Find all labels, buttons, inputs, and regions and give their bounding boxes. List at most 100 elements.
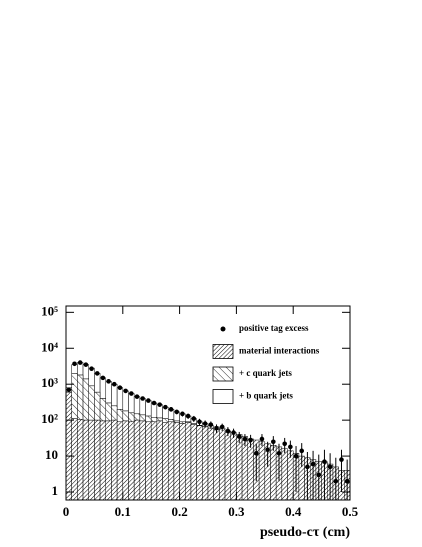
data-point — [111, 381, 117, 387]
data-point — [89, 366, 94, 372]
histogram-bar — [162, 422, 169, 501]
histogram-bar — [145, 400, 152, 417]
histogram-bar — [213, 429, 220, 501]
histogram-bar — [236, 434, 243, 501]
data-point — [157, 402, 163, 407]
data-point — [77, 360, 83, 365]
data-point — [106, 379, 111, 384]
x-tick-label: 0.1 — [115, 504, 131, 519]
x-tick-label: 0.2 — [171, 504, 187, 519]
legend-label: + b quark jets — [239, 391, 293, 401]
histogram-bar — [150, 421, 158, 501]
legend-label: positive tag excess — [239, 323, 309, 333]
data-point — [333, 478, 339, 484]
histogram-bar — [82, 419, 89, 501]
histogram-bar — [94, 373, 101, 393]
data-point — [293, 453, 299, 459]
data-point — [288, 444, 293, 450]
x-tick-label: 0.3 — [228, 504, 245, 519]
data-point — [282, 441, 287, 447]
data-point — [129, 391, 134, 396]
histogram-bar — [111, 383, 118, 407]
histogram-bar — [111, 405, 118, 421]
histogram-bar — [71, 373, 78, 419]
x-axis-label: pseudo-cτ (cm) — [260, 525, 350, 540]
y-tick-label: 1 — [52, 483, 59, 498]
data-point — [185, 413, 191, 419]
histogram-bar — [219, 427, 226, 501]
data-point — [83, 362, 89, 367]
histogram-bar — [122, 410, 129, 422]
histogram-bar — [133, 413, 141, 421]
histogram-bar — [167, 419, 175, 423]
histogram-bar — [111, 419, 118, 501]
x-tick-label: 0.4 — [285, 504, 302, 519]
histogram-bar — [88, 385, 95, 421]
histogram-bar — [88, 419, 95, 501]
histogram-bar — [128, 412, 135, 423]
data-point — [225, 428, 231, 434]
histogram-bar — [122, 420, 129, 501]
data-point — [259, 436, 265, 442]
histogram-bar — [196, 425, 203, 501]
data-point — [163, 404, 168, 410]
data-point — [265, 447, 270, 453]
data-point — [310, 461, 316, 467]
histogram-bar — [94, 419, 101, 501]
histogram-bar — [128, 421, 135, 501]
data-point — [100, 375, 106, 381]
histogram-bar — [281, 448, 288, 501]
histogram-bar — [162, 418, 169, 423]
data-point — [197, 419, 202, 425]
histogram-bar — [65, 391, 72, 501]
histogram-bar — [173, 422, 180, 501]
data-point — [339, 457, 344, 462]
data-point — [180, 411, 185, 417]
data-point — [236, 434, 242, 439]
histogram-bar — [77, 419, 84, 501]
histogram-bar — [133, 396, 141, 415]
histogram-bar — [224, 430, 231, 501]
histogram-bar — [230, 432, 237, 501]
histogram-bar — [167, 421, 175, 501]
histogram-bar — [190, 424, 197, 501]
histogram-bar — [247, 438, 254, 501]
data-point — [305, 464, 310, 470]
histogram-bar — [139, 398, 146, 416]
legend-swatch — [212, 366, 234, 382]
histogram-bar — [207, 427, 214, 501]
histogram-bar — [116, 387, 124, 410]
histogram-bar — [150, 417, 158, 423]
y-tick-label: 10³ — [41, 375, 58, 390]
data-point — [94, 371, 100, 376]
data-point — [168, 407, 174, 412]
data-point — [219, 424, 225, 430]
y-tick-label: 10⁴ — [41, 339, 58, 354]
histogram-bar — [133, 419, 141, 501]
legend-swatch — [212, 344, 234, 359]
histogram-bar — [128, 393, 135, 414]
data-point — [248, 437, 253, 443]
y-tick-label: 10⁵ — [41, 303, 58, 318]
legend-marker — [220, 326, 226, 332]
histogram-bar — [105, 402, 112, 422]
legend-label: material interactions — [239, 346, 320, 356]
data-point — [174, 409, 180, 415]
data-point — [231, 430, 236, 435]
histogram-bar — [179, 421, 186, 424]
histogram-bar — [258, 441, 266, 501]
histogram-bar — [94, 391, 101, 421]
legend-swatch — [212, 389, 234, 404]
data-point — [202, 421, 208, 426]
histogram-bar — [287, 450, 294, 501]
data-point — [151, 400, 157, 406]
histogram-bar — [82, 378, 89, 421]
histogram-bar — [122, 390, 129, 412]
data-point — [327, 464, 333, 470]
histogram-bar — [116, 421, 124, 501]
histogram-bar — [202, 426, 209, 501]
x-tick-label: 0 — [63, 504, 70, 519]
data-point — [146, 398, 151, 403]
histogram-bar — [139, 414, 146, 422]
